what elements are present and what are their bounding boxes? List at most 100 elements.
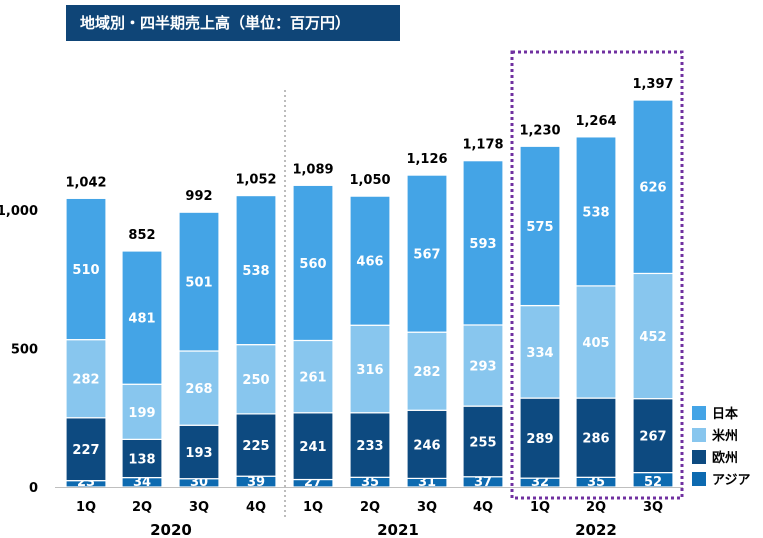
data-label: 268 <box>185 382 212 397</box>
bar-segment-欧州 <box>121 438 163 479</box>
bar-segment-日本 <box>121 250 163 385</box>
data-label: 225 <box>242 439 269 454</box>
legend-label: 日本 <box>712 406 738 422</box>
legend-label: アジア <box>712 473 750 488</box>
data-label: 405 <box>582 336 609 351</box>
x-tick-label: 1Q <box>530 500 550 515</box>
total-label: 1,178 <box>462 138 503 153</box>
data-label: 227 <box>72 443 99 458</box>
data-label: 52 <box>644 475 662 490</box>
bar-segment-日本 <box>235 194 277 346</box>
bar-segment-日本 <box>292 184 334 342</box>
x-tick-label: 3Q <box>189 500 209 515</box>
data-label: 538 <box>242 264 269 279</box>
chart-title: 地域別・四半期売上高（単位：百万円） <box>66 5 400 41</box>
bar-segment-欧州 <box>575 397 617 478</box>
legend-label: 欧州 <box>712 450 738 466</box>
y-tick-label: 1,000 <box>0 204 38 219</box>
data-label: 193 <box>185 446 212 461</box>
data-label: 316 <box>356 363 383 378</box>
legend-swatch <box>692 406 706 420</box>
bar-segment-米州 <box>632 272 674 400</box>
x-tick-label: 2Q <box>586 500 606 515</box>
legend-swatch <box>692 450 706 464</box>
y-tick-label: 500 <box>11 343 38 358</box>
highlight-box-2022 <box>510 50 684 500</box>
bar-segment-米州 <box>292 339 334 414</box>
data-label: 261 <box>299 371 326 386</box>
data-label: 282 <box>413 365 440 380</box>
total-label: 1,230 <box>519 123 560 138</box>
legend-swatch <box>692 472 706 486</box>
data-label: 199 <box>128 406 155 421</box>
bar-segment-米州 <box>235 344 277 415</box>
data-label: 334 <box>526 346 553 361</box>
bar-segment-米州 <box>349 324 391 414</box>
total-label: 992 <box>185 189 212 204</box>
x-tick-label: 2Q <box>132 500 152 515</box>
x-tick-label: 2Q <box>360 500 380 515</box>
data-label: 267 <box>639 430 666 445</box>
bar-segment-米州 <box>65 339 107 419</box>
bar-segment-米州 <box>178 350 220 426</box>
total-label: 1,264 <box>575 114 616 129</box>
data-label: 293 <box>469 360 496 375</box>
y-tick-label: 0 <box>29 481 38 496</box>
x-tick-label: 3Q <box>417 500 437 515</box>
data-label: 250 <box>242 373 269 388</box>
bar-segment-米州 <box>462 324 504 407</box>
bar-segment-日本 <box>65 197 107 341</box>
x-tick-label: 1Q <box>303 500 323 515</box>
data-label: 233 <box>356 439 383 454</box>
data-label: 481 <box>128 312 155 327</box>
x-tick-label: 1Q <box>76 500 96 515</box>
data-label: 138 <box>128 452 155 467</box>
bar-segment-日本 <box>519 145 561 307</box>
data-label: 452 <box>639 330 666 345</box>
data-label: 255 <box>469 435 496 450</box>
data-label: 510 <box>72 263 99 278</box>
bar-segment-欧州 <box>235 413 277 477</box>
data-label: 35 <box>361 475 379 490</box>
data-label: 466 <box>356 255 383 270</box>
bar-segment-日本 <box>349 195 391 326</box>
bar-segment-欧州 <box>632 398 674 474</box>
bar-segment-米州 <box>406 331 448 411</box>
total-label: 1,397 <box>632 77 673 92</box>
bar-segment-米州 <box>121 383 163 440</box>
total-label: 1,050 <box>349 173 390 188</box>
data-label: 626 <box>639 181 666 196</box>
bar-segment-欧州 <box>462 405 504 478</box>
data-label: 241 <box>299 440 326 455</box>
bar-segment-日本 <box>575 136 617 287</box>
total-label: 1,126 <box>406 152 447 167</box>
year-group-label: 2020 <box>150 521 192 538</box>
bar-segment-日本 <box>462 160 504 326</box>
data-label: 593 <box>469 237 496 252</box>
bar-segment-欧州 <box>406 409 448 480</box>
bar-segment-日本 <box>406 174 448 333</box>
data-label: 35 <box>587 475 605 490</box>
legend-swatch <box>692 428 706 442</box>
legend-label: 米州 <box>712 428 738 444</box>
total-label: 1,089 <box>292 162 333 177</box>
data-label: 286 <box>582 432 609 447</box>
total-label: 1,052 <box>235 173 276 188</box>
data-label: 575 <box>526 220 553 235</box>
bar-segment-日本 <box>178 211 220 352</box>
data-label: 282 <box>72 373 99 388</box>
x-tick-label: 3Q <box>643 500 663 515</box>
x-tick-label: 4Q <box>473 500 493 515</box>
data-label: 538 <box>582 205 609 220</box>
bar-segment-欧州 <box>65 417 107 482</box>
total-label: 1,042 <box>65 175 106 190</box>
data-label: 246 <box>413 438 440 453</box>
data-label: 32 <box>531 475 549 490</box>
bar-segment-米州 <box>519 304 561 399</box>
data-label: 560 <box>299 257 326 272</box>
year-group-label: 2021 <box>377 521 419 538</box>
x-tick-label: 4Q <box>246 500 266 515</box>
data-label: 289 <box>526 432 553 447</box>
total-label: 852 <box>128 228 155 243</box>
